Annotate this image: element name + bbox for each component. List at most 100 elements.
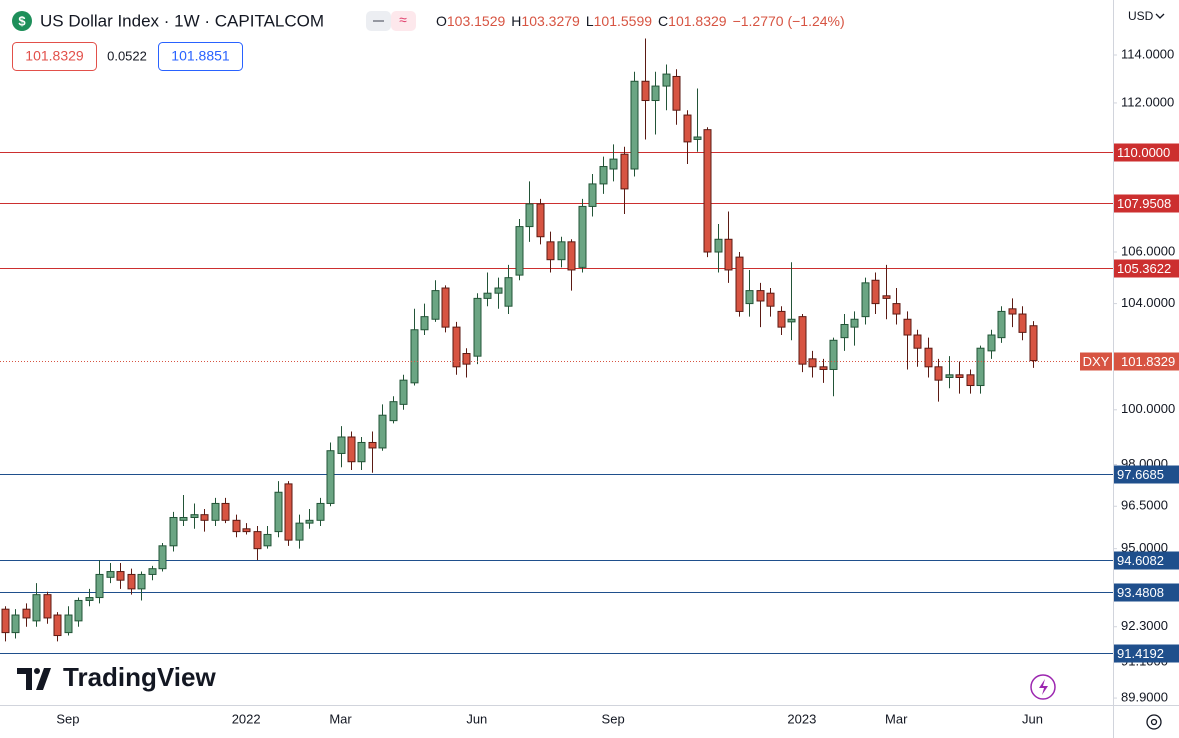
candle-body (787, 318, 796, 323)
candle-body (316, 502, 325, 521)
replay-glyph (1039, 679, 1048, 695)
candle-body (976, 347, 985, 387)
level-label-box (1114, 194, 1179, 213)
candle-body (169, 516, 178, 547)
level-label: 91.4192 (1117, 646, 1164, 661)
symbol-icon-glyph: $ (18, 13, 26, 28)
symbol-label: DXY (1083, 354, 1110, 369)
candle-body (1, 608, 10, 634)
candle-body (515, 226, 524, 276)
symbol-icon (12, 11, 32, 31)
buy-price: 101.8851 (171, 48, 230, 64)
y-tick-label: 114.0000 (1121, 46, 1174, 61)
y-tick-label: 112.0000 (1121, 94, 1174, 109)
candle-body (242, 528, 251, 533)
sell-price: 101.8329 (25, 48, 84, 64)
settings-icon-core (1150, 718, 1158, 726)
level-label: 107.9508 (1117, 196, 1171, 211)
level-label-box (1114, 259, 1179, 278)
candle-body (64, 614, 73, 634)
y-tick-label: 92.3000 (1121, 618, 1168, 633)
candle-body (714, 238, 723, 253)
candle-body (735, 256, 744, 312)
candle-body (190, 514, 199, 518)
level-label: 105.3622 (1117, 261, 1171, 276)
overlay: 110.0000 107.9508 105.3622 97.6685 94.6082 93… (1080, 143, 1179, 663)
level-label: 110.0000 (1117, 145, 1170, 160)
ohlc-value: 101.8329 (668, 13, 727, 29)
x-tick-label: Jun (1022, 711, 1043, 726)
candle-body (683, 114, 692, 143)
candle-body (253, 531, 262, 550)
currency[interactable]: USD (1128, 9, 1154, 23)
last-price-label: 101.8329 (1121, 354, 1175, 369)
level-label-box (1114, 143, 1179, 162)
y-tick-label: 89.9000 (1121, 690, 1168, 705)
candle-body (840, 323, 849, 339)
level-label-box (1114, 465, 1179, 484)
candle-body (441, 287, 450, 328)
ohlc-key: L (586, 13, 594, 29)
candle-body (347, 436, 356, 463)
candle-body (819, 366, 828, 370)
y-tick-label: 96.5000 (1121, 498, 1168, 513)
symbol-label-box (1080, 352, 1112, 371)
candle-body (703, 129, 712, 253)
candle-body (462, 353, 471, 365)
candle-body (494, 287, 503, 294)
candle-body (85, 597, 94, 601)
sell-box[interactable] (12, 42, 97, 71)
candle-body (452, 326, 461, 368)
candle-body (326, 450, 335, 504)
candle-body (295, 522, 304, 541)
candle-body (274, 491, 283, 533)
level-label-box (1114, 583, 1179, 602)
candle-body (11, 614, 20, 634)
candle-body (473, 297, 482, 357)
candle-body (431, 290, 440, 320)
candle-body (127, 573, 136, 590)
toggle-icon: ≈ (399, 12, 407, 28)
candle-body (599, 166, 608, 185)
candle-body (263, 533, 272, 547)
candle-body (74, 599, 83, 622)
candle-body (578, 205, 587, 268)
candle-body (620, 153, 629, 190)
buy-box[interactable] (158, 42, 243, 71)
candle-body (588, 183, 597, 207)
settings-icon[interactable] (1146, 714, 1162, 730)
candle-body (850, 318, 859, 328)
x-tick-label: Mar (885, 711, 908, 726)
candle-body (567, 241, 576, 271)
candle-body (337, 436, 346, 454)
candle-body (504, 277, 513, 307)
candle-body (179, 516, 188, 521)
y-tick-label: 100.0000 (1121, 401, 1175, 416)
candle-body (955, 374, 964, 378)
x-tick-label: Sep (602, 711, 625, 726)
x-tick-label: 2023 (787, 711, 816, 726)
chart-title: US Dollar Index · 1W · CAPITALCOM (40, 11, 324, 30)
candle-body (662, 73, 671, 87)
candle-body (1029, 325, 1038, 362)
y-tick-label: 104.0000 (1121, 295, 1175, 310)
candle-body (106, 571, 115, 578)
candle-body (630, 80, 639, 170)
candle-body (357, 441, 366, 463)
candle-body (808, 358, 817, 368)
candle-body (756, 290, 765, 302)
candle-body (158, 545, 167, 570)
replay-icon[interactable] (1030, 674, 1056, 700)
toggle-button[interactable] (391, 11, 416, 31)
candle-body (934, 366, 943, 381)
ohlc-key: O (436, 13, 447, 29)
candle-body (378, 414, 387, 449)
last-price-box (1114, 352, 1179, 371)
level-label-box (1114, 551, 1179, 570)
candle-body (200, 514, 209, 521)
watermark: TradingView (63, 662, 216, 692)
candle-body (546, 241, 555, 261)
candle-body (420, 316, 429, 331)
candle-body (987, 334, 996, 352)
